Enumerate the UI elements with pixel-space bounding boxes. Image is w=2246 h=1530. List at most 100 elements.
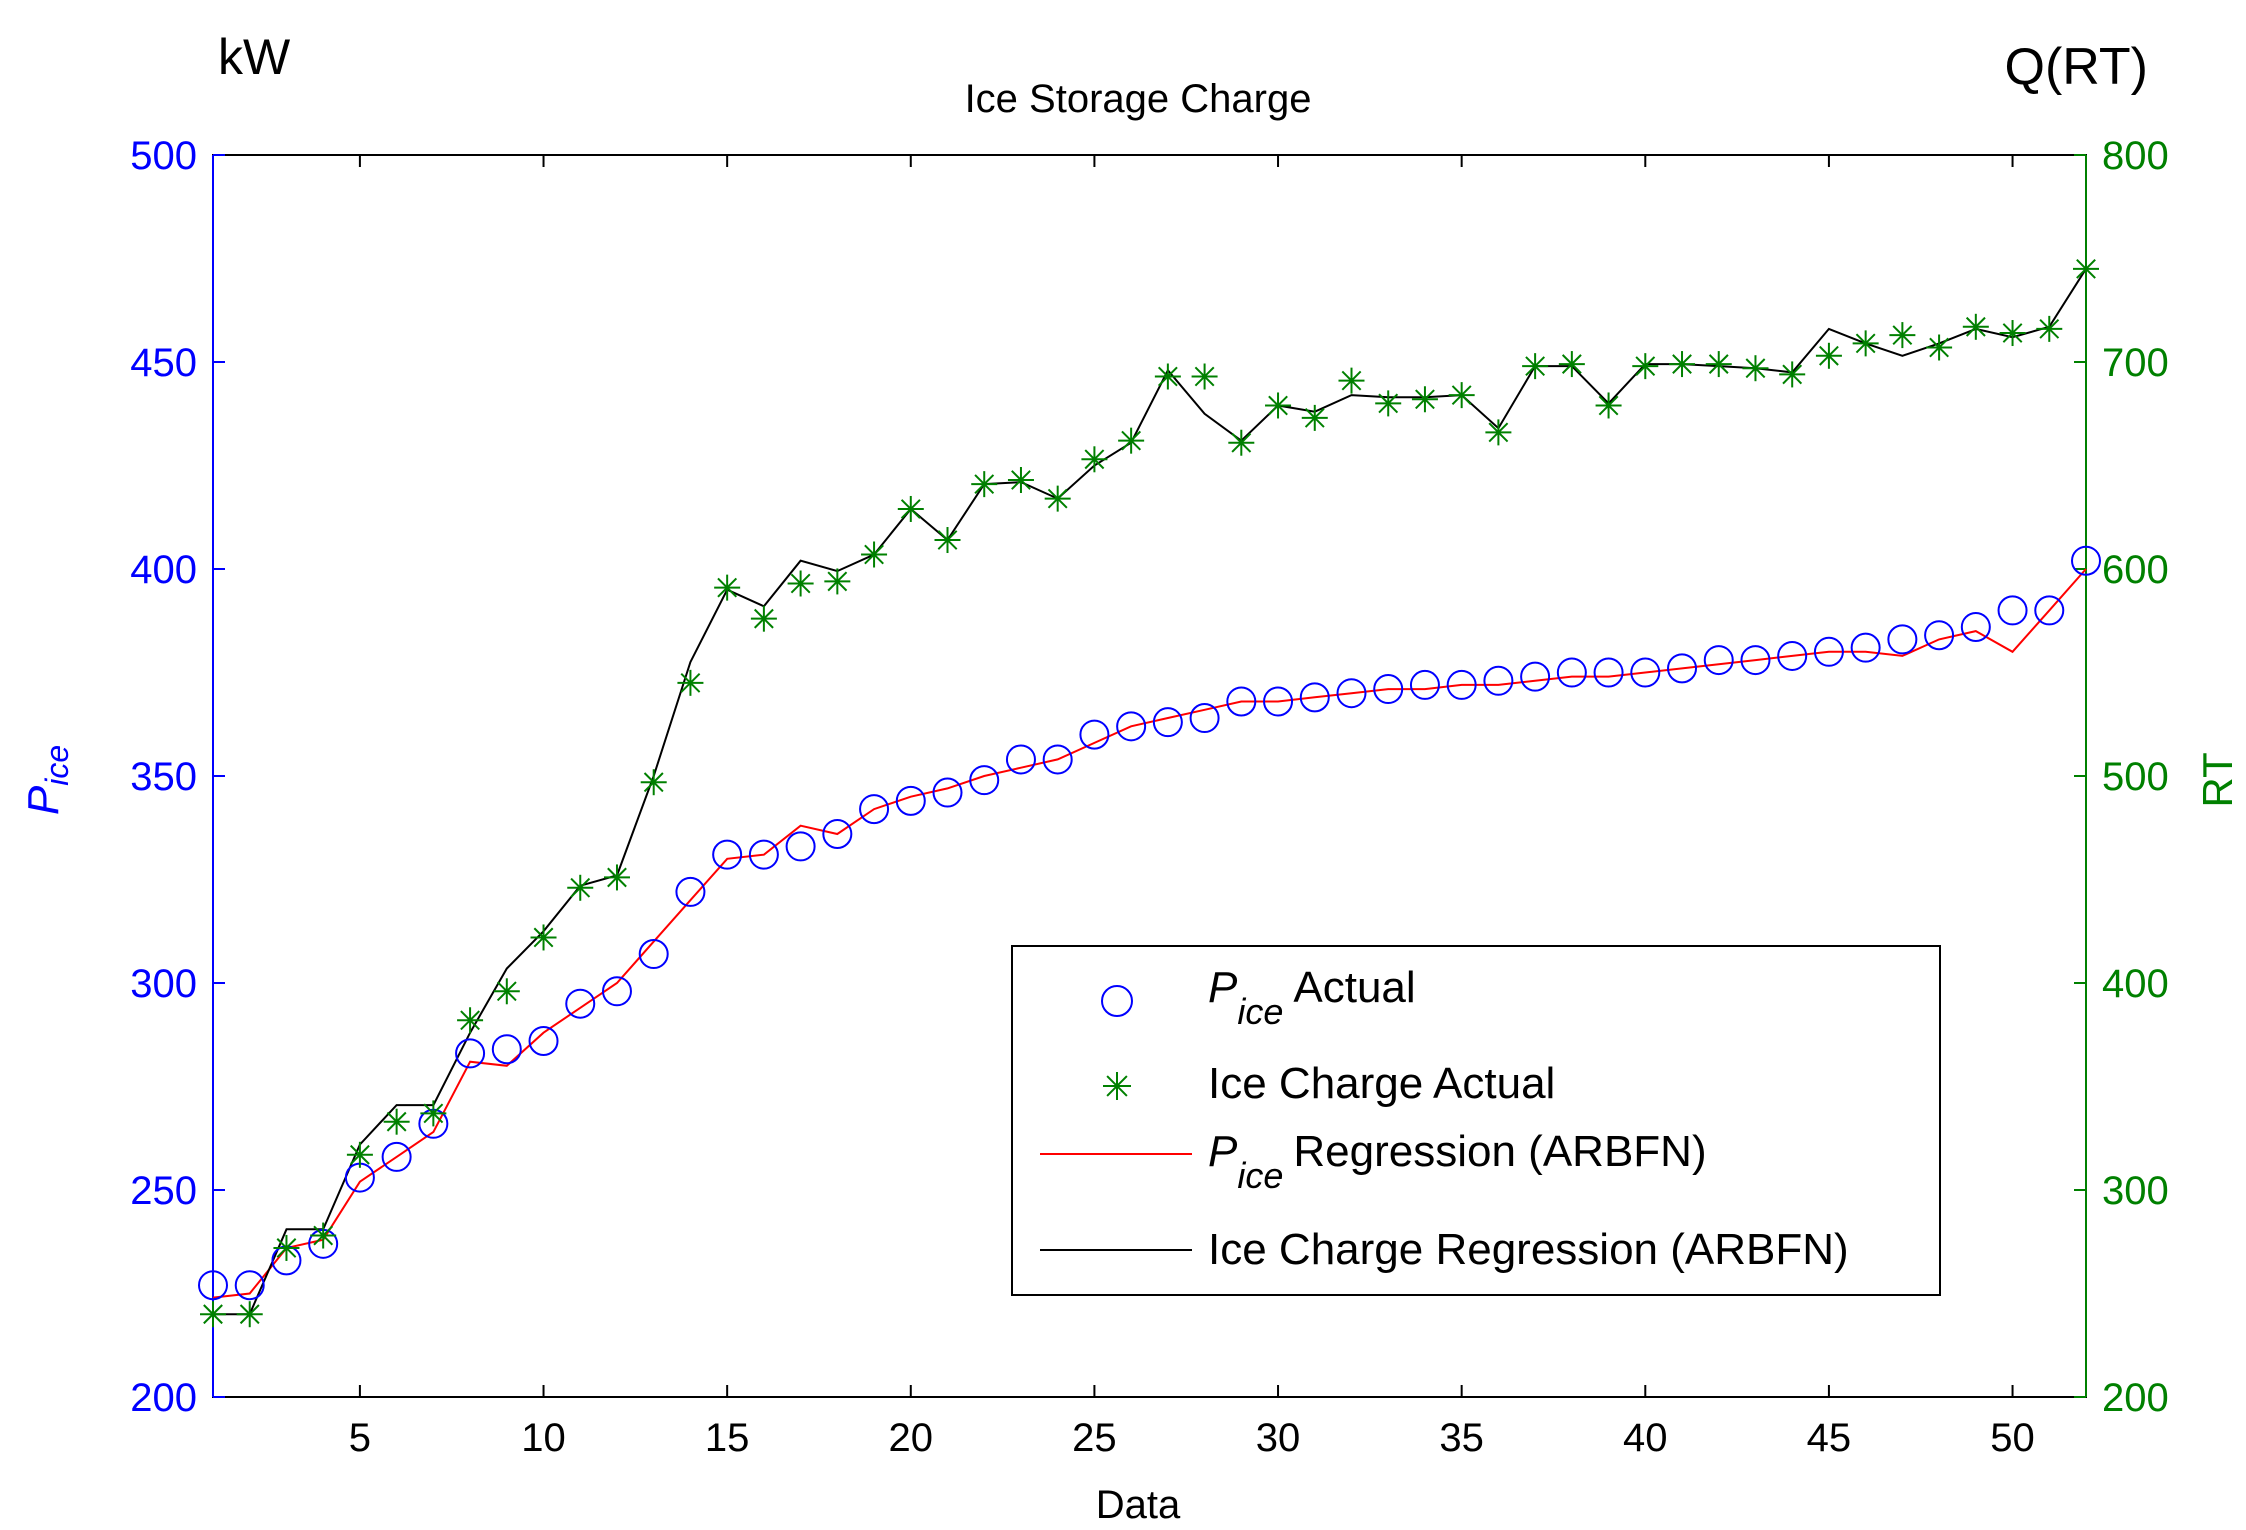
left-axis-label-sub: ice	[39, 745, 75, 786]
p-ice-actual-point	[969, 765, 1000, 796]
p-ice-actual-point	[234, 1270, 265, 1301]
x-tick-label: 15	[705, 1416, 750, 1460]
ice-charge-actual-point	[236, 1301, 263, 1328]
p-ice-actual-point	[528, 1025, 559, 1056]
p-ice-actual-point	[1042, 744, 1073, 775]
right-y-tick-label: 500	[2102, 755, 2169, 799]
legend-marker-q-actual	[1103, 1072, 1131, 1100]
x-tick-label: 30	[1256, 1416, 1301, 1460]
x-tick-label: 40	[1623, 1416, 1668, 1460]
ice-charge-actual-point	[1007, 466, 1034, 493]
ice-charge-actual-point	[457, 1007, 484, 1034]
ice-charge-actual-point	[1375, 390, 1402, 417]
x-tick-label: 45	[1807, 1416, 1852, 1460]
p-ice-actual-point	[1556, 657, 1587, 688]
p-ice-actual-point	[1483, 665, 1514, 696]
legend-label-p-actual: Pice Actual	[1208, 963, 1416, 1032]
legend-label-p-regression: Pice Regression (ARBFN)	[1208, 1127, 1707, 1196]
ice-charge-actual-point	[1485, 419, 1512, 446]
p-ice-actual-point	[1593, 657, 1624, 688]
ice-charge-actual-point	[861, 541, 888, 568]
ice-charge-actual-point	[200, 1301, 226, 1328]
p-ice-actual-point	[1005, 744, 1036, 775]
ice-charge-actual-point	[567, 874, 594, 901]
ice-charge-actual-point	[1558, 351, 1585, 378]
series-layer	[198, 255, 2101, 1328]
ice-charge-actual-point	[1228, 429, 1255, 456]
left-y-tick-label: 350	[130, 755, 197, 799]
p-ice-actual-point	[712, 839, 743, 870]
ice-charge-regression-line	[213, 268, 2087, 1316]
p-ice-actual-point	[1373, 674, 1404, 705]
ice-charge-actual-point	[1081, 446, 1108, 473]
ice-charge-actual-point	[273, 1234, 300, 1261]
p-ice-actual-point	[859, 794, 890, 825]
ice-charge-actual-point	[787, 570, 814, 597]
svg-text:Pice: Pice	[19, 745, 75, 815]
x-tick-label: 50	[1990, 1416, 2035, 1460]
right-y-tick-label: 700	[2102, 341, 2169, 385]
x-tick-label: 5	[349, 1416, 371, 1460]
ice-charge-actual-point	[677, 669, 704, 696]
left-y-tick-label: 500	[130, 134, 197, 178]
p-ice-actual-point	[1299, 682, 1330, 713]
ice-charge-actual-point	[1411, 386, 1438, 413]
p-ice-actual-point	[1777, 640, 1808, 671]
ice-charge-actual-point	[1522, 353, 1549, 380]
right-unit-label: Q(RT)	[2005, 38, 2148, 96]
p-ice-regression-line	[212, 568, 2087, 1299]
left-y-tick-label: 450	[130, 341, 197, 385]
ice-charge-actual-point	[1962, 313, 1989, 340]
x-tick-label: 20	[889, 1416, 934, 1460]
left-unit-label: kW	[218, 29, 291, 85]
right-axis-label: RT	[2194, 752, 2241, 807]
p-ice-actual-point	[2071, 545, 2101, 576]
x-tick-label: 10	[521, 1416, 566, 1460]
ice-charge-actual-point	[1301, 404, 1328, 431]
ice-charge-actual-point	[383, 1108, 410, 1135]
p-ice-actual-point	[1960, 611, 1991, 642]
ice-charge-actual-point	[310, 1222, 337, 1249]
ice-charge-actual-point	[714, 574, 741, 601]
p-ice-actual-point	[491, 1034, 522, 1065]
right-y-tick-label: 400	[2102, 962, 2169, 1006]
p-ice-actual-point	[381, 1141, 412, 1172]
left-axis-label: Pice	[19, 745, 75, 815]
ice-charge-actual-point	[971, 471, 998, 498]
ice-charge-actual-point	[750, 605, 777, 632]
p-ice-actual-point	[822, 818, 853, 849]
left-y-tick-label: 400	[130, 548, 197, 592]
right-y-tick-label: 800	[2102, 134, 2169, 178]
x-axis-label: Data	[1096, 1483, 1181, 1527]
right-y-tick-label: 600	[2102, 548, 2169, 592]
p-ice-actual-point	[1116, 711, 1147, 742]
p-ice-actual-point	[675, 876, 706, 907]
ice-charge-actual-point	[897, 495, 924, 522]
ice-charge-actual-point	[1044, 485, 1071, 512]
ice-charge-actual-point	[1154, 363, 1181, 390]
ice-charge-actual-point	[640, 769, 667, 796]
ice-charge-actual-point	[1852, 330, 1879, 357]
ice-charge-actual-point	[1999, 320, 2026, 347]
ice-charge-actual-point	[1595, 392, 1622, 419]
p-ice-actual-point	[1813, 636, 1844, 667]
ice-charge-actual-point	[1448, 382, 1475, 409]
legend-label-q-actual: Ice Charge Actual	[1208, 1059, 1555, 1108]
p-ice-actual-point	[1520, 661, 1551, 692]
legend-label-q-regression: Ice Charge Regression (ARBFN)	[1208, 1225, 1849, 1274]
ice-charge-actual-point	[1815, 342, 1842, 369]
ice-charge-actual-point	[1779, 361, 1806, 388]
legend-box	[1011, 945, 1941, 1296]
ice-charge-actual-point	[346, 1141, 373, 1168]
p-ice-actual-point	[1887, 624, 1918, 655]
ice-charge-actual-point	[603, 864, 630, 891]
ice-charge-actual-point	[1742, 355, 1769, 382]
right-y-axis-ticks: 200 300 400 500 600 700 800	[2074, 134, 2169, 1420]
p-ice-actual-point	[565, 988, 596, 1019]
p-ice-actual-point	[198, 1270, 228, 1301]
left-y-tick-label: 200	[130, 1376, 197, 1420]
legend: Pice Actual Ice Charge Actual Pice Regress…	[1011, 945, 1941, 1296]
p-ice-actual-point	[1446, 669, 1477, 700]
